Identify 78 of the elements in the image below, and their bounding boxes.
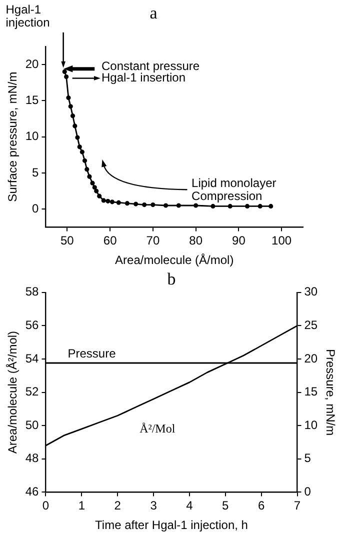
y-tick-label: 54 (25, 351, 40, 366)
point (80, 150, 84, 154)
y-tick-label: 0 (32, 201, 40, 216)
point (70, 114, 76, 118)
point (82, 158, 88, 163)
x-tick-label: 50 (60, 234, 74, 248)
series-label: Å²/Mol (140, 421, 176, 436)
x-axis-title: Time after Hgal-1 injection, h (95, 518, 248, 532)
point (92, 185, 97, 190)
point (228, 204, 232, 209)
x-tick-label: 5 (222, 498, 230, 513)
y-tick-label: 15 (25, 92, 40, 107)
point (150, 202, 156, 208)
text: Hgal-1 injection (6, 2, 50, 30)
y2-tick-label: 0 (304, 484, 312, 499)
y-tick-label: 48 (25, 451, 40, 466)
y2-tick-label: 20 (304, 351, 318, 366)
point (66, 95, 71, 100)
y2-tick-label: 15 (304, 384, 318, 399)
point (97, 194, 102, 198)
x-tick-label: 1 (78, 498, 86, 513)
annotation: Lipid monolayer Compression (192, 176, 276, 204)
x-tick-label: 0 (42, 498, 50, 513)
point (194, 203, 198, 208)
x-tick-label: 7 (294, 498, 301, 513)
y-axis-title: Surface pressure, mN/m (6, 72, 20, 202)
point (62, 69, 67, 74)
y-axis-title: Area/molecule (Å²/mol) (6, 330, 20, 454)
point (90, 180, 95, 186)
y-tick-label: 52 (25, 384, 40, 399)
y2-tick-label: 30 (304, 284, 318, 299)
x-tick-label: 90 (232, 234, 246, 248)
chart-title: a (150, 4, 158, 23)
point (210, 204, 216, 209)
point (75, 135, 80, 140)
x-tick-label: 100 (272, 234, 292, 248)
x-tick-label: 6 (258, 498, 265, 513)
y2-tick-label: 5 (304, 451, 312, 466)
y-tick-label: 50 (25, 418, 40, 432)
x-tick-label: 2 (114, 498, 122, 513)
y2-tick-label: 25 (304, 318, 318, 332)
x-tick-label: 4 (186, 498, 194, 513)
point (94, 188, 99, 194)
x-tick-label: 80 (189, 234, 203, 248)
chart-title: b (167, 270, 176, 289)
legend-label: Pressure (68, 346, 116, 360)
point (176, 203, 181, 208)
point (164, 203, 168, 208)
point (87, 174, 92, 179)
point (116, 200, 121, 205)
point (110, 200, 115, 204)
y-tick-label: 20 (25, 56, 40, 71)
y-tick-label: 5 (32, 165, 40, 180)
point (133, 202, 138, 206)
point (68, 104, 73, 109)
x-axis-title: Area/molecule (Å/mol) (115, 253, 234, 268)
point (268, 204, 274, 209)
y2-tick-label: 10 (304, 418, 318, 432)
point (244, 204, 250, 209)
point (72, 124, 78, 128)
x-tick-label: 60 (103, 234, 118, 248)
y-tick-label: 10 (25, 129, 40, 144)
y-tick-label: 56 (25, 318, 40, 332)
x-tick-label: 3 (150, 498, 158, 513)
x-tick-label: 70 (146, 234, 160, 248)
point (142, 202, 147, 208)
point (106, 198, 110, 204)
y-tick-label: 46 (25, 484, 40, 499)
point (101, 198, 106, 203)
point (124, 201, 130, 206)
point (64, 74, 69, 80)
annotation: Constant pressure (101, 58, 200, 73)
y-tick-label: 58 (25, 284, 40, 299)
point (84, 167, 90, 172)
annotation: Hgal-1 insertion (101, 70, 186, 85)
point (258, 204, 262, 209)
point (77, 144, 82, 150)
y2-axis-title: Pressure, mN/m (323, 348, 338, 436)
